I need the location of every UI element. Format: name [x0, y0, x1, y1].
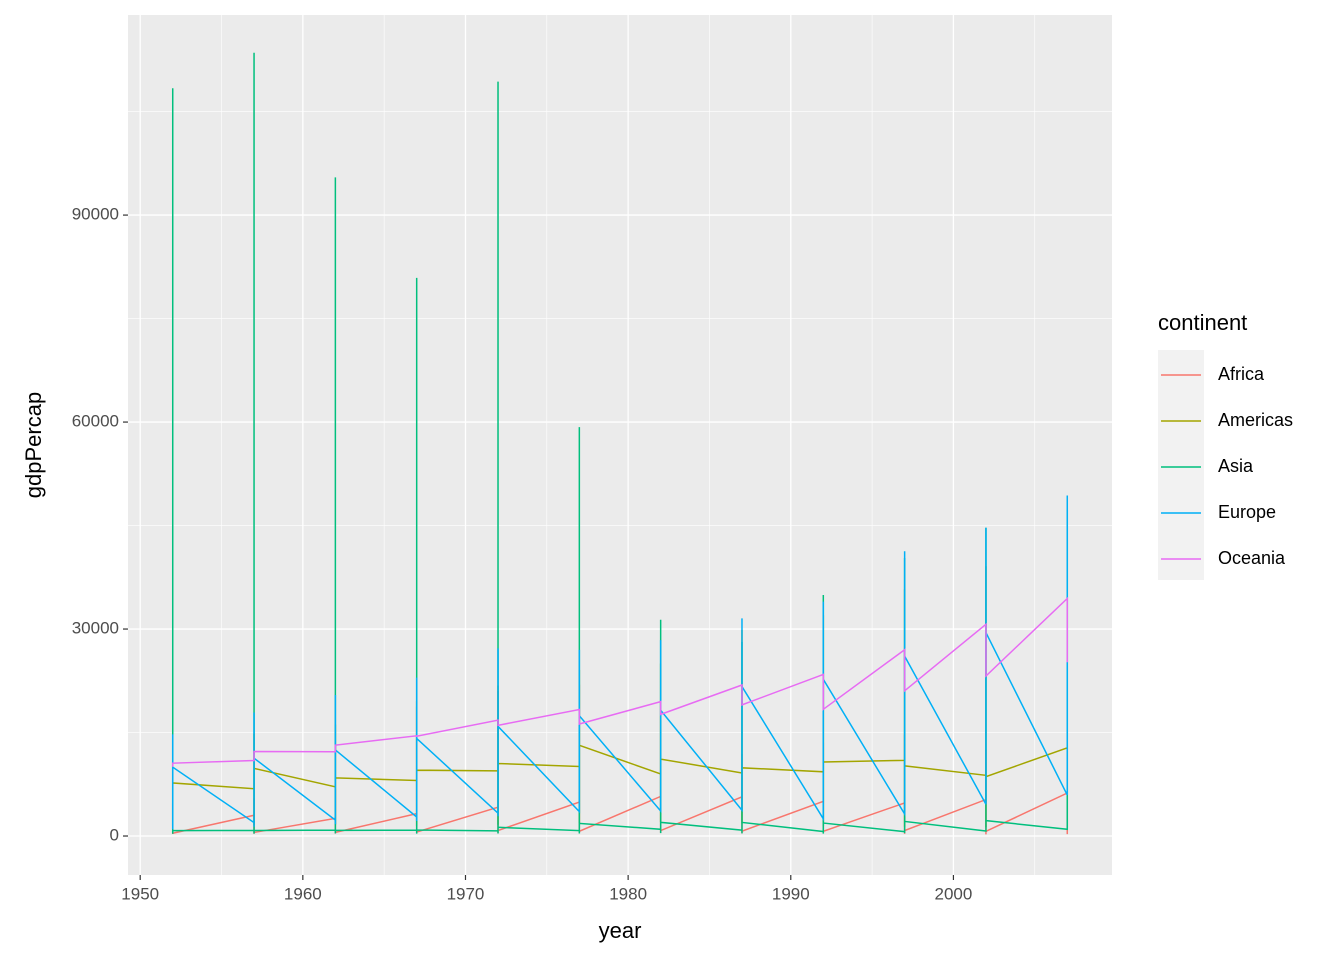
legend-label: Oceania	[1218, 548, 1286, 568]
x-tick-label: 1970	[447, 884, 485, 903]
x-tick-label: 1950	[121, 884, 159, 903]
legend-title: continent	[1158, 310, 1247, 335]
x-tick-label: 1960	[284, 884, 322, 903]
x-tick-label: 2000	[935, 884, 973, 903]
x-tick-label: 1990	[772, 884, 810, 903]
y-tick-label: 30000	[72, 619, 119, 638]
series-line	[171, 495, 1069, 830]
x-tick-label: 1980	[609, 884, 647, 903]
panel	[128, 15, 1112, 875]
series-line	[171, 596, 1069, 767]
legend-keys-bg	[1158, 350, 1204, 580]
y-tick-label: 90000	[72, 205, 119, 224]
y-tick-label: 0	[110, 826, 119, 845]
series-line	[171, 684, 1069, 835]
legend-label: Americas	[1218, 410, 1293, 430]
series-line	[171, 52, 1069, 834]
series-line	[171, 539, 1069, 828]
y-tick-label: 60000	[72, 412, 119, 431]
legend-label: Africa	[1218, 364, 1265, 384]
x-axis-label: year	[599, 918, 642, 943]
y-axis-label: gdpPercap	[21, 392, 46, 498]
legend-label: Asia	[1218, 456, 1254, 476]
legend-label: Europe	[1218, 502, 1276, 522]
